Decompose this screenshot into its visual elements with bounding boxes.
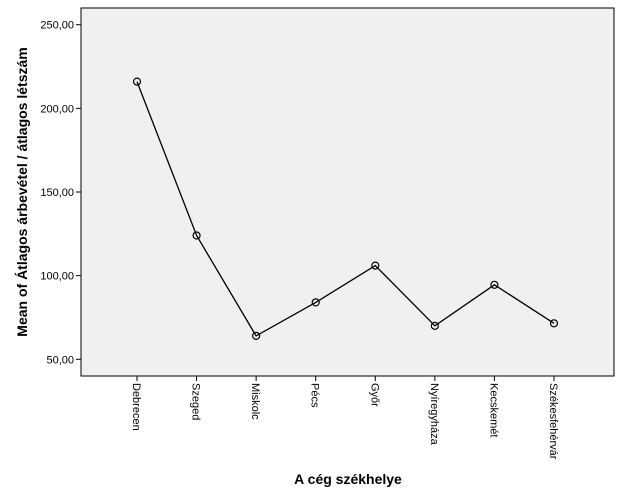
x-tick-label: Székesfehérvár <box>547 383 559 460</box>
x-axis: Debrecen Szeged Miskolc Pécs Győr Nyíregyháza… <box>130 376 559 460</box>
x-tick-label: Debrecen <box>130 383 142 431</box>
y-tick-label: 200,00 <box>40 103 74 115</box>
x-tick-label: Pécs <box>309 383 321 408</box>
y-axis: 50,00 100,00 150,00 200,00 250,00 <box>40 20 81 366</box>
y-tick-label: 100,00 <box>40 271 74 283</box>
data-point <box>132 77 142 86</box>
plot-area <box>80 7 615 377</box>
data-point <box>192 231 201 240</box>
x-axis-title: A cég székhelye <box>294 471 402 487</box>
data-points <box>132 77 559 340</box>
x-tick-label: Kecskemét <box>487 383 499 437</box>
data-point <box>252 331 261 340</box>
y-tick-label: 150,00 <box>40 187 74 199</box>
data-point <box>490 280 499 289</box>
x-tick-label: Szeged <box>190 383 202 420</box>
x-tick-label: Nyíregyháza <box>428 383 440 446</box>
y-tick-label: 50,00 <box>46 354 74 366</box>
data-point <box>549 319 559 328</box>
data-point <box>371 261 380 270</box>
y-tick-label: 250,00 <box>40 20 74 32</box>
data-point <box>430 321 439 330</box>
x-tick-label: Győr <box>368 383 380 407</box>
data-point <box>311 298 320 307</box>
y-axis-title: Mean of Átlagos árbevétel / átlagos léts… <box>14 47 30 336</box>
series-line <box>136 81 555 337</box>
x-tick-label: Miskolc <box>249 383 261 420</box>
